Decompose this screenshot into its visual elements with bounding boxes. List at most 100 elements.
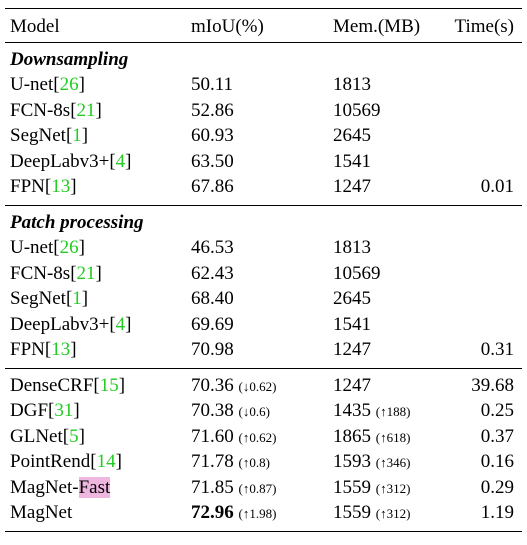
miou-value: 71.60 xyxy=(191,425,234,447)
section-rule xyxy=(5,368,522,369)
table-row: DeepLabv3+[4] 69.69 1541 xyxy=(0,313,527,337)
model-cell: MagNet xyxy=(10,501,72,525)
citation: [1] xyxy=(65,125,89,147)
miou-value: 68.40 xyxy=(191,288,234,310)
citation: [21] xyxy=(70,99,102,121)
mem-cell: 1559 (↑312) xyxy=(333,501,410,526)
section-title-row: Patch processing xyxy=(0,211,527,235)
miou-cell: 71.78 (↑0.8) xyxy=(191,450,270,475)
section-rule xyxy=(5,205,522,206)
mem-cell: 10569 xyxy=(333,99,381,123)
miou-value: 50.11 xyxy=(191,74,234,96)
mem-cell: 1247 xyxy=(333,338,371,362)
mem-value: 1541 xyxy=(333,313,371,335)
miou-delta: (↓0.6) xyxy=(238,404,270,420)
table-row: MagNet 72.96 (↑1.98) 1559 (↑312) 1.19 xyxy=(0,501,527,525)
mem-cell: 1865 (↑618) xyxy=(333,425,410,450)
citation: [5] xyxy=(62,425,85,447)
model-name: U-net xyxy=(10,74,54,96)
miou-cell: 50.11 xyxy=(191,73,233,97)
miou-value: 71.78 xyxy=(191,451,234,473)
model-cell: U-net[26] xyxy=(10,236,85,260)
mem-cell: 10569 xyxy=(333,262,381,286)
table-row: SegNet[1] 60.93 2645 xyxy=(0,124,527,148)
table-row: PointRend[14] 71.78 (↑0.8) 1593 (↑346) 0.16 xyxy=(0,450,527,474)
model-cell: FCN-8s[21] xyxy=(10,99,102,123)
table-row: FPN[13] 67.86 1247 0.01 xyxy=(0,175,527,199)
miou-delta: (↑0.87) xyxy=(238,480,277,496)
citation: [26] xyxy=(53,74,85,96)
miou-value: 71.85 xyxy=(191,476,234,498)
model-name: DenseCRF xyxy=(10,375,94,396)
citation: [21] xyxy=(70,262,102,284)
model-name: SegNet xyxy=(10,288,66,310)
model-cell: DeepLabv3+[4] xyxy=(10,313,132,337)
mem-value: 1541 xyxy=(333,150,371,172)
mem-value: 1813 xyxy=(333,74,371,96)
time-value: 39.68 xyxy=(471,375,514,396)
time-value: 0.16 xyxy=(480,451,514,473)
model-name: FCN-8s xyxy=(10,262,71,284)
mem-value: 2645 xyxy=(333,288,371,310)
table-row: GLNet[5] 71.60 (↑0.62) 1865 (↑618) 0.37 xyxy=(0,425,527,449)
mem-value: 10569 xyxy=(333,99,381,121)
mem-value: 10569 xyxy=(333,262,381,284)
mem-value: 1247 xyxy=(333,339,371,360)
mem-value: 2645 xyxy=(333,125,371,147)
header-cell: Time(s) xyxy=(454,16,514,37)
mem-value: 1559 xyxy=(333,502,371,523)
header-cell: Mem.(MB) xyxy=(333,16,421,37)
mem-value: 1559 xyxy=(333,476,371,498)
miou-cell: 67.86 xyxy=(191,175,234,199)
mem-cell: 1559 (↑312) xyxy=(333,476,410,501)
model-cell: PointRend[14] xyxy=(10,450,122,474)
model-highlight: Fast xyxy=(78,476,111,498)
table-row: DeepLabv3+[4] 63.50 1541 xyxy=(0,150,527,174)
mem-cell: 1541 xyxy=(333,150,371,174)
mem-value: 1247 xyxy=(333,375,371,396)
top-rule xyxy=(5,8,522,9)
miou-cell: 63.50 xyxy=(191,150,234,174)
mem-cell: 2645 xyxy=(333,124,371,148)
section-title-row: Downsampling xyxy=(0,48,527,72)
model-cell: SegNet[1] xyxy=(10,287,88,311)
section-title: Patch processing xyxy=(10,212,144,233)
table-row: DenseCRF[15] 70.36 (↓0.62) 1247 39.68 xyxy=(0,374,527,398)
miou-value: 62.43 xyxy=(191,262,234,284)
miou-cell: 70.98 xyxy=(191,338,234,362)
mem-value: 1865 xyxy=(333,425,371,447)
model-name: MagNet- xyxy=(10,476,79,498)
mem-delta: (↑188) xyxy=(375,404,411,420)
model-name: PointRend xyxy=(10,451,91,473)
mem-delta: (↑312) xyxy=(375,506,411,521)
mem-cell: 1247 xyxy=(333,175,371,199)
time-value: 0.31 xyxy=(480,339,514,360)
miou-value: 70.98 xyxy=(191,339,234,360)
citation: [1] xyxy=(65,288,89,310)
mem-value: 1593 xyxy=(333,451,371,473)
miou-value: 70.38 xyxy=(191,400,234,422)
miou-cell: 71.85 (↑0.87) xyxy=(191,476,276,501)
model-cell: FPN[13] xyxy=(10,338,77,362)
mem-delta: (↑618) xyxy=(375,429,411,445)
model-name: DGF xyxy=(10,400,49,422)
model-cell: U-net[26] xyxy=(10,73,85,97)
table-row: FPN[13] 70.98 1247 0.31 xyxy=(0,338,527,362)
mem-cell: 1435 (↑188) xyxy=(333,399,410,424)
mem-delta: (↑312) xyxy=(375,480,411,496)
mem-cell: 1813 xyxy=(333,73,371,97)
model-name: DeepLabv3+ xyxy=(10,313,110,335)
table-row: MagNet-Fast 71.85 (↑0.87) 1559 (↑312) 0.29 xyxy=(0,476,527,500)
table-row: DGF[31] 70.38 (↓0.6) 1435 (↑188) 0.25 xyxy=(0,399,527,423)
model-cell: MagNet-Fast xyxy=(10,476,111,500)
time-value: 0.01 xyxy=(480,176,514,197)
header-row: Model mIoU(%) Mem.(MB) Time(s) xyxy=(0,15,527,39)
time-value: 0.29 xyxy=(480,476,514,498)
mem-value: 1435 xyxy=(333,400,371,422)
time-value: 0.37 xyxy=(480,425,514,447)
model-name: GLNet xyxy=(10,425,63,447)
miou-value: 60.93 xyxy=(191,125,234,147)
model-cell: SegNet[1] xyxy=(10,124,88,148)
model-name: DeepLabv3+ xyxy=(10,150,110,172)
